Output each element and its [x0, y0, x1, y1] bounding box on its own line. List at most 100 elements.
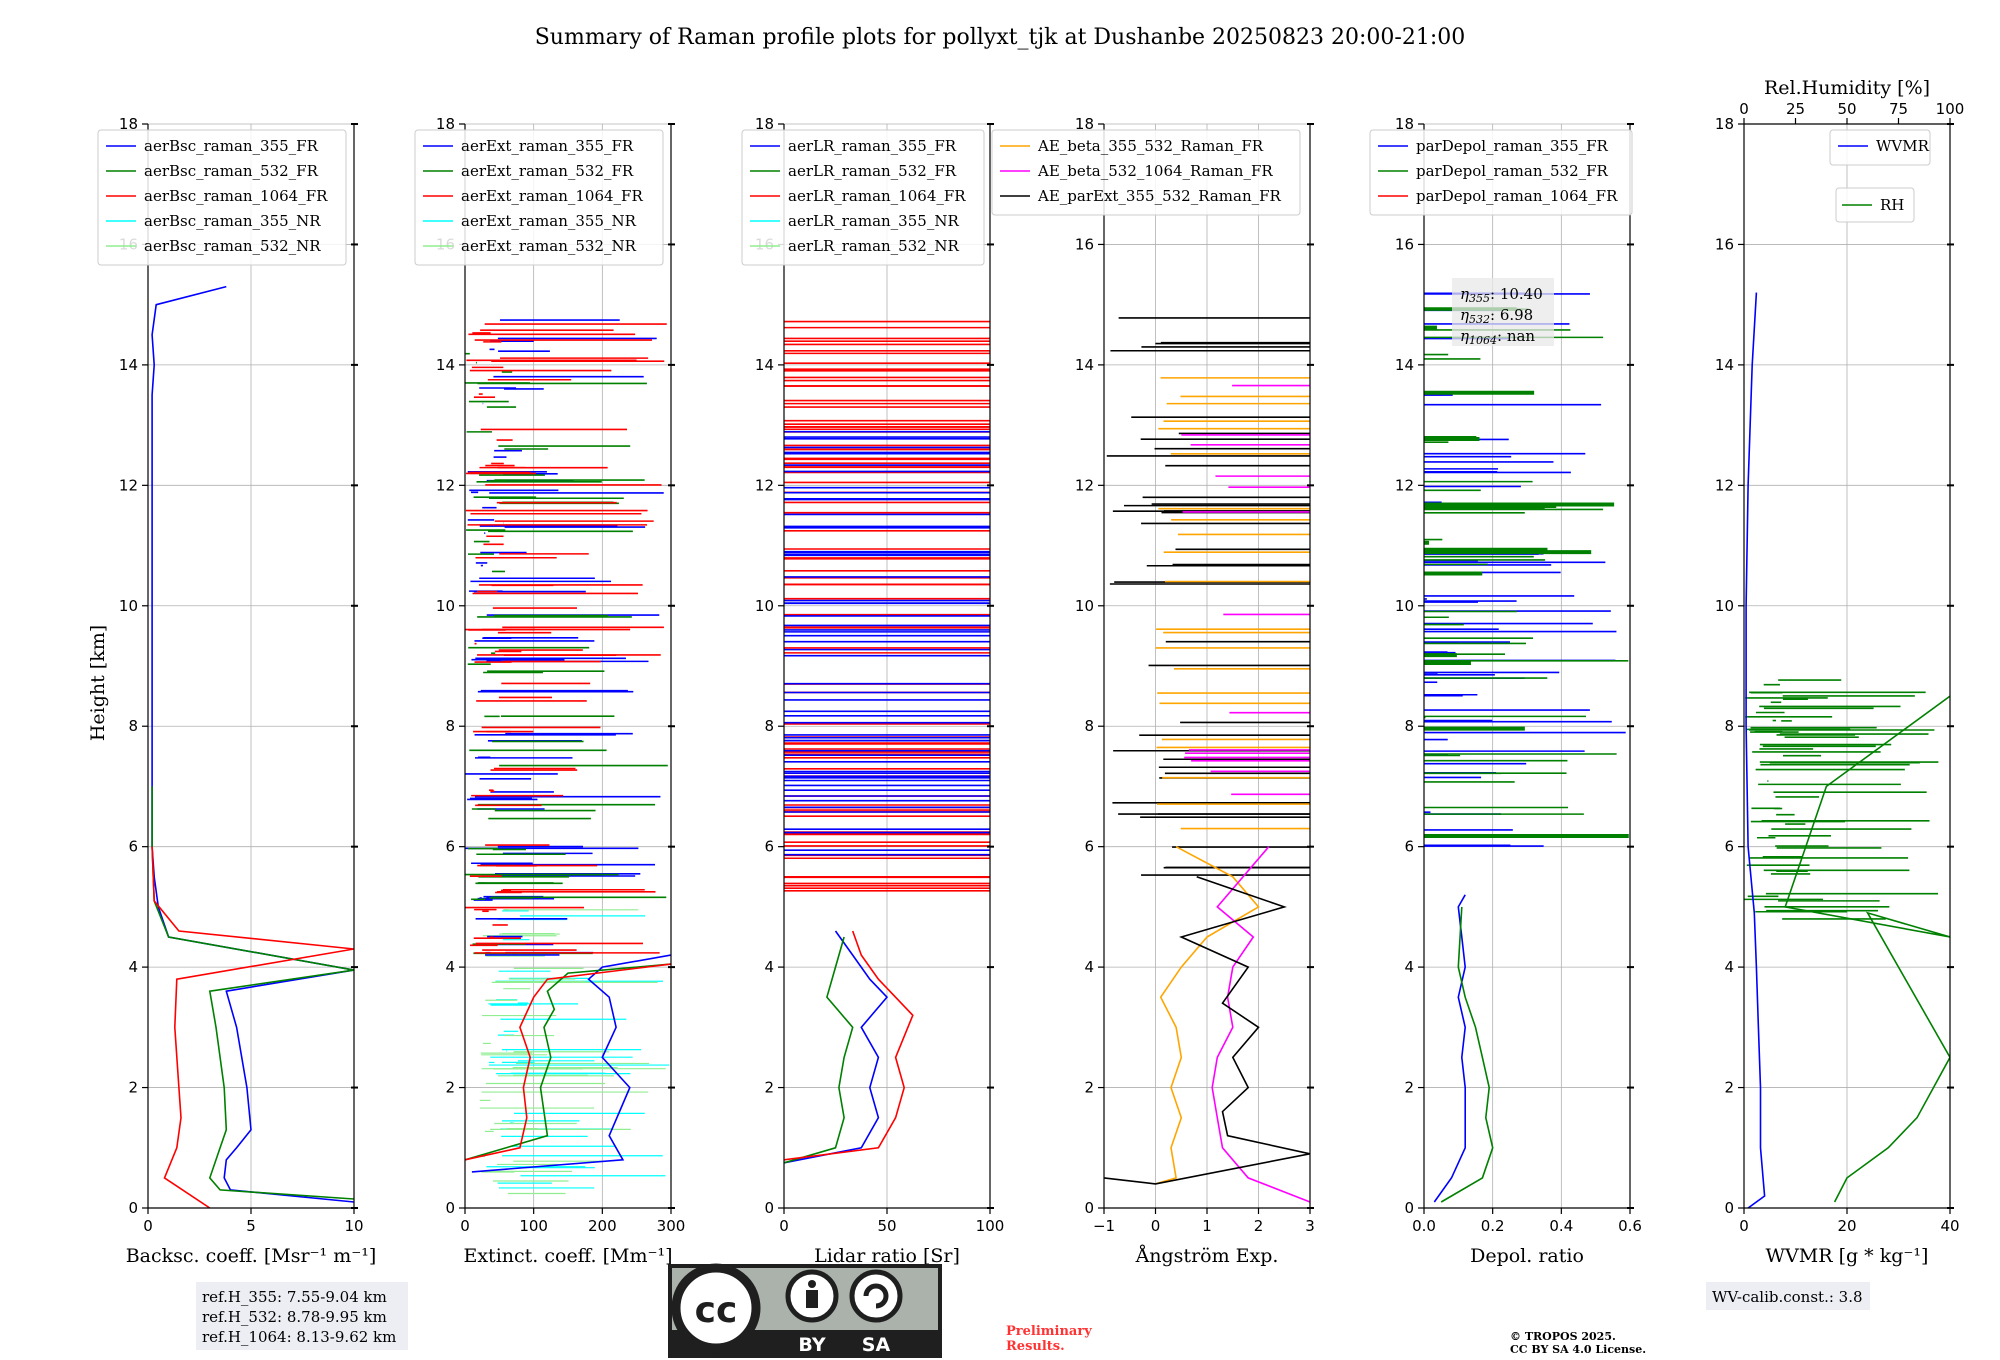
legend-entry: aerExt_raman_355_FR: [461, 137, 634, 155]
y-tick-label: 8: [445, 717, 455, 735]
wv-calib-box: WV-calib.const.: 3.8: [1706, 1282, 1870, 1310]
y-tick-label: 14: [119, 356, 138, 374]
y-tick-label: 4: [764, 958, 774, 976]
x-tick-label: 0: [1151, 1217, 1161, 1235]
y-tick-label: 14: [1715, 356, 1734, 374]
grid-wv: [1743, 123, 1951, 1209]
ref-height-1064: ref.H_1064: 8.13-9.62 km: [202, 1328, 396, 1346]
y-tick-label: 10: [1395, 597, 1414, 615]
y-tick-label: 6: [764, 838, 774, 856]
y-tick-label: 2: [1404, 1079, 1414, 1097]
y-tick-label: 12: [1075, 476, 1094, 494]
y-tick-label: 4: [1404, 958, 1414, 976]
y-tick-label: 8: [128, 717, 138, 735]
x-tick-label: 50: [877, 1217, 896, 1235]
series-aerExt_raman_532_FR: [465, 963, 671, 1161]
y-tick-label: 2: [1724, 1079, 1734, 1097]
legend-entry: aerLR_raman_532_FR: [788, 162, 957, 180]
copyright-line-1: © TROPOS 2025.: [1510, 1330, 1616, 1343]
series-RH: [1784, 695, 1950, 1203]
badge-sa-label: SA: [862, 1334, 891, 1356]
legend-entry-rh: RH: [1880, 196, 1904, 214]
preliminary-label-1: Preliminary: [1006, 1324, 1092, 1339]
x-tick-label: 10: [344, 1217, 363, 1235]
y-tick-label: 2: [1084, 1079, 1094, 1097]
share-alike-icon: [849, 1269, 903, 1323]
plot-area-lr: [784, 320, 990, 1164]
legend-entry: parDepol_raman_355_FR: [1416, 137, 1609, 155]
legend-entry: AE_beta_532_1064_Raman_FR: [1037, 162, 1273, 180]
plot-area-ext: [465, 319, 671, 1195]
x-tick-label: 0.6: [1618, 1217, 1642, 1235]
y-tick-label: 0: [1404, 1199, 1414, 1217]
panel-bsc: 0246810121416180510Backsc. coeff. [Msr⁻¹…: [97, 115, 377, 1267]
axes-ext: [464, 124, 672, 1209]
eta-532: 6.98: [1500, 306, 1533, 324]
x-tick-label: 0.2: [1481, 1217, 1505, 1235]
x-axis-label-bsc: Backsc. coeff. [Msr⁻¹ m⁻¹]: [126, 1245, 377, 1267]
y-tick-label: 16: [1395, 235, 1414, 253]
x-tick-label: 40: [1940, 1217, 1959, 1235]
y-tick-label: 6: [1404, 838, 1414, 856]
eta-1064: nan: [1507, 327, 1536, 345]
legend-box: [991, 129, 1301, 216]
x-tick-label: 3: [1305, 1217, 1315, 1235]
legend-lr: aerLR_raman_355_FR aerLR_raman_532_FR aerL…: [741, 129, 985, 266]
y-tick-label: 14: [1075, 356, 1094, 374]
legend-entry: aerLR_raman_1064_FR: [788, 187, 966, 205]
x-tick-label: 0: [143, 1217, 153, 1235]
panel-dep: 0 2 4 6 8 10 12 14 16 18 0.0 0.2 0.4 0.6 Depol. ratio p…: [1369, 115, 1642, 1267]
legend-bsc: aerBsc_raman_355_FR aerBsc_raman_532_FRae…: [97, 129, 347, 266]
x-tick-label: 300: [657, 1217, 686, 1235]
series-AE_parExt_355_532_Raman_FR: [1104, 876, 1310, 1185]
y-tick-label: 12: [1395, 476, 1414, 494]
cc-logo-text: cc: [695, 1290, 738, 1331]
series-aerBsc_raman_532_FR: [151, 786, 354, 1200]
panels: 0 2 4 6 8 10 12 14 16 18 0 5 10 Backsc. coeff. [Msr⁻¹…: [97, 77, 1964, 1267]
y-tick-label: 8: [1404, 717, 1414, 735]
legend-entry: aerLR_raman_355_NR: [788, 212, 959, 230]
eta-355: 10.40: [1500, 285, 1543, 303]
y-tick-label: 2: [128, 1079, 138, 1097]
legend-entry: parDepol_raman_1064_FR: [1416, 187, 1618, 205]
y-tick-label: 0: [128, 1199, 138, 1217]
x-tick-label: 0: [1739, 1217, 1749, 1235]
y-tick-label: 6: [1084, 838, 1094, 856]
x-axis-label-wv: WVMR [g * kg⁻¹]: [1766, 1245, 1929, 1267]
x-axis-label-dep: Depol. ratio: [1470, 1245, 1584, 1267]
y-tick-label: 0: [1084, 1199, 1094, 1217]
y-tick-label: 8: [1084, 717, 1094, 735]
axes-dep: [1423, 124, 1631, 1209]
x-tick-label: 5: [246, 1217, 256, 1235]
top-x-tick-label: 25: [1786, 100, 1805, 118]
top-x-tick-label: 0: [1739, 100, 1749, 118]
y-tick-label: 12: [755, 476, 774, 494]
y-tick-label: 10: [436, 597, 455, 615]
y-tick-label: 8: [764, 717, 774, 735]
y-tick-label: 18: [1395, 115, 1414, 133]
ref-height-532: ref.H_532: 8.78-9.95 km: [202, 1308, 387, 1326]
y-tick-label: 12: [1715, 476, 1734, 494]
ref-heights-box: ref.H_355: 7.55-9.04 km ref.H_532: 8.78-…: [196, 1282, 408, 1350]
y-axis-label: Height [km]: [87, 625, 109, 741]
y-tick-label: 12: [119, 476, 138, 494]
top-x-tick-label: 50: [1837, 100, 1856, 118]
y-tick-label: 4: [1724, 958, 1734, 976]
series-AE_beta_532_1064_Raman_FR: [1211, 846, 1310, 1203]
legend-ae: AE_beta_355_532_Raman_FR AE_beta_532_1064…: [991, 129, 1301, 216]
badge-by-label: BY: [798, 1334, 825, 1356]
y-tick-label: 0: [445, 1199, 455, 1217]
legend-entry: aerBsc_raman_532_NR: [144, 237, 321, 255]
legend-box: [1829, 129, 1931, 166]
x-tick-label: −1: [1093, 1217, 1115, 1235]
x-tick-label: 200: [588, 1217, 617, 1235]
y-tick-label: 12: [436, 476, 455, 494]
series-AE_beta_355_532_Raman_FR: [1155, 845, 1260, 1185]
y-tick-label: 18: [1715, 115, 1734, 133]
x-tick-label: 0.4: [1549, 1217, 1573, 1235]
x-tick-label: 100: [519, 1217, 548, 1235]
y-tick-label: 18: [1075, 115, 1094, 133]
legend-box-rh: [1835, 187, 1915, 223]
legend-entry: aerExt_raman_1064_FR: [461, 187, 643, 205]
